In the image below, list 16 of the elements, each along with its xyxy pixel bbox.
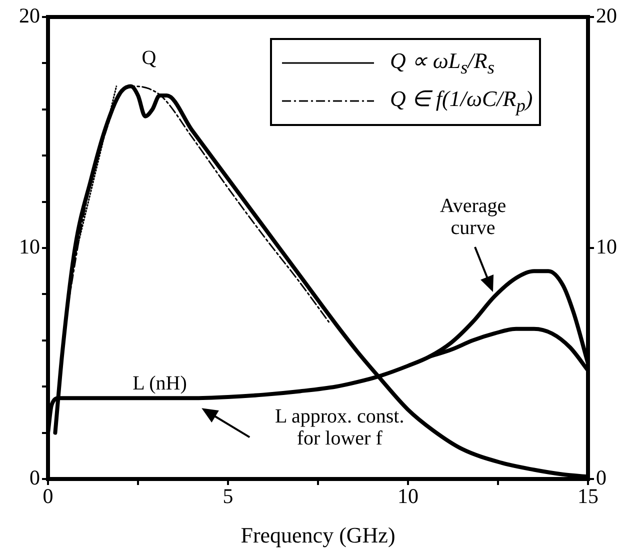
x-tick-label: 5 — [222, 484, 234, 508]
y-tick-label: 0 — [30, 466, 40, 490]
annotation: Q — [142, 46, 157, 69]
y2-tick-label: 10 — [596, 234, 617, 259]
legend-label: Q ∝ ωL$_{s}$/R$_{s}$ — [390, 48, 494, 78]
y-tick-label: 10 — [19, 234, 40, 259]
x-tick-label: 15 — [578, 484, 598, 508]
annotation: L approx. const. for lower f — [274, 405, 404, 450]
x-axis-title: Frequency (GHz) — [240, 522, 396, 548]
y2-tick-label: 20 — [596, 4, 617, 28]
x-tick-label: 10 — [398, 484, 418, 508]
y-tick-label: 20 — [19, 4, 40, 28]
annotation: L (nH) — [132, 372, 187, 395]
y2-tick-label: 0 — [596, 466, 606, 490]
legend-label: Q ∈ f(1/ωC/R$_{p}$) — [390, 86, 533, 116]
annotation: Average curve — [440, 195, 506, 240]
